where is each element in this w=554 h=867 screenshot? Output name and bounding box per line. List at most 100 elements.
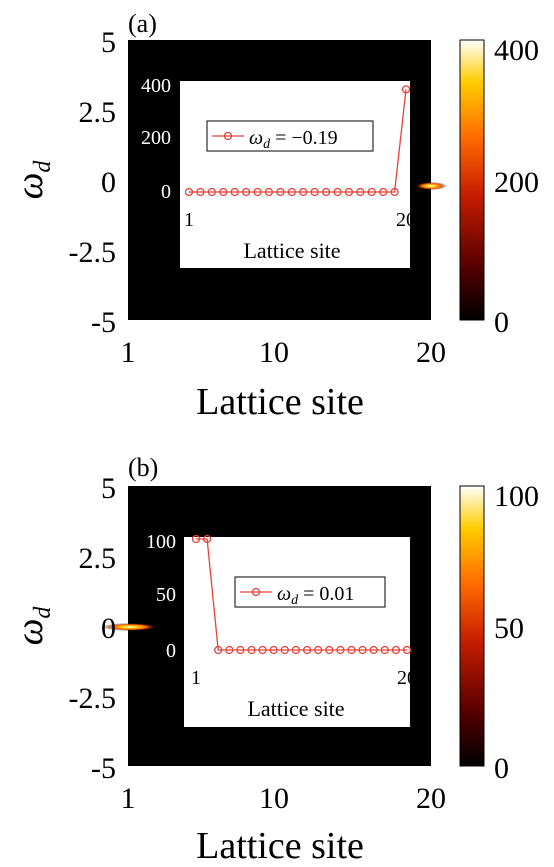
inset-data-point (225, 645, 234, 655)
inset-data-point (253, 187, 262, 197)
inset-data-point (380, 645, 389, 655)
inset-y-tick: 50 (156, 584, 176, 606)
inset-data-point (358, 645, 367, 655)
inset-x-label-b: Lattice site (247, 696, 344, 721)
inset-data-point (314, 645, 323, 655)
legend-label-b: ωd = 0.01 (277, 583, 354, 608)
y-tick: 0 (101, 166, 116, 199)
heatmap-hotspot-b (102, 623, 158, 631)
inset-data-point (401, 85, 411, 94)
inset-data-point (184, 187, 194, 197)
x-tick: 20 (416, 782, 446, 815)
panel-a: (a) 5 2.5 0 -2.5 -5 ωd 1 10 20 Lattice s… (9, 9, 539, 423)
inset-data-point (333, 187, 342, 197)
inset-data-point (302, 645, 312, 655)
inset-data-point (391, 645, 401, 655)
colorbar-tick: 200 (494, 166, 539, 199)
inset-data-point (219, 187, 228, 197)
x-tick: 1 (121, 336, 136, 369)
inset-data-point (280, 645, 289, 655)
colorbar-tick: 100 (494, 480, 539, 513)
legend-label-a: ωd = −0.19 (249, 127, 338, 152)
inset-data-point (347, 645, 356, 655)
inset-x-tick: 1 (184, 209, 194, 231)
heatmap-hotspot-a (415, 182, 447, 190)
inset-data-point (241, 187, 251, 197)
inset-data-point (390, 187, 399, 197)
y-tick: -5 (91, 752, 116, 785)
legend-marker-b (251, 587, 261, 597)
inset-a: 400 200 0 1 20 Lattice site ωd = −0.19 (141, 75, 416, 268)
y-tick: 0 (101, 612, 116, 645)
inset-b: 100 50 0 1 20 Lattice site ωd = 0.01 (146, 531, 417, 727)
inset-data-point (247, 645, 256, 655)
inset-series-b (191, 534, 412, 655)
inset-bottom-panel-b (184, 651, 410, 727)
inset-data-point (367, 187, 376, 197)
inset-data-point (321, 187, 331, 197)
y-tick: -2.5 (69, 236, 117, 269)
colorbar-tick: 400 (494, 34, 539, 67)
inset-data-point (325, 645, 334, 655)
colorbar-a (459, 39, 485, 321)
colorbar-tick: 50 (494, 612, 524, 645)
inset-x-tick: 1 (191, 667, 201, 689)
svg-text:ωd: ωd (9, 606, 56, 646)
inset-bottom-panel-a (180, 192, 410, 268)
inset-data-point (207, 187, 216, 197)
y-tick: 5 (101, 26, 116, 59)
x-axis-label-b: Lattice site (196, 825, 364, 867)
y-tick: -2.5 (69, 682, 117, 715)
y-tick: 2.5 (79, 96, 117, 129)
inset-y-tick: 200 (141, 127, 171, 149)
x-tick: 10 (259, 782, 289, 815)
inset-data-point (369, 645, 378, 655)
inset-data-point (264, 187, 274, 197)
x-tick: 20 (416, 336, 446, 369)
inset-series-a (184, 85, 411, 197)
legend-marker-a (223, 131, 233, 141)
inset-series-line (189, 89, 407, 193)
inset-x-tick: 20 (396, 209, 416, 231)
inset-data-point (402, 645, 412, 655)
panel-label-b: (b) (128, 453, 158, 482)
panel-b: (b) 5 2.5 0 -2.5 -5 ωd 1 10 20 Lattice s… (9, 453, 539, 867)
inset-y-tick: 400 (141, 75, 171, 97)
inset-data-point (230, 187, 239, 197)
inset-y-tick: 0 (166, 640, 176, 662)
svg-text:ωd: ωd (9, 160, 56, 200)
inset-data-point (287, 187, 296, 197)
colorbar-tick: 0 (494, 306, 509, 339)
inset-data-point (344, 187, 354, 197)
colorbar-b (459, 485, 485, 767)
panel-label-a: (a) (128, 9, 157, 38)
inset-data-point (214, 645, 223, 655)
inset-data-point (258, 645, 267, 655)
y-axis-label-b: ωd (9, 606, 56, 646)
inset-data-point (299, 187, 308, 197)
inset-data-point (379, 187, 388, 197)
x-tick: 10 (259, 336, 289, 369)
y-axis-label-a: ωd (9, 160, 56, 200)
inset-data-point (236, 645, 245, 655)
inset-y-tick: 100 (146, 531, 176, 553)
inset-data-point (291, 645, 301, 655)
inset-data-point (356, 187, 365, 197)
y-tick: 5 (101, 472, 116, 505)
y-tick: 2.5 (79, 542, 117, 575)
inset-x-label-a: Lattice site (243, 238, 340, 263)
inset-data-point (276, 187, 285, 197)
y-tick: -5 (91, 306, 116, 339)
inset-data-point (310, 187, 319, 197)
x-axis-label-a: Lattice site (196, 381, 364, 423)
inset-x-tick: 20 (397, 667, 417, 689)
inset-data-point (202, 534, 212, 544)
inset-series-line (196, 538, 407, 651)
inset-y-tick: 0 (161, 181, 171, 203)
inset-data-point (336, 645, 345, 655)
x-tick: 1 (121, 782, 136, 815)
inset-data-point (269, 645, 278, 655)
inset-data-point (191, 534, 201, 544)
colorbar-tick: 0 (494, 752, 509, 785)
